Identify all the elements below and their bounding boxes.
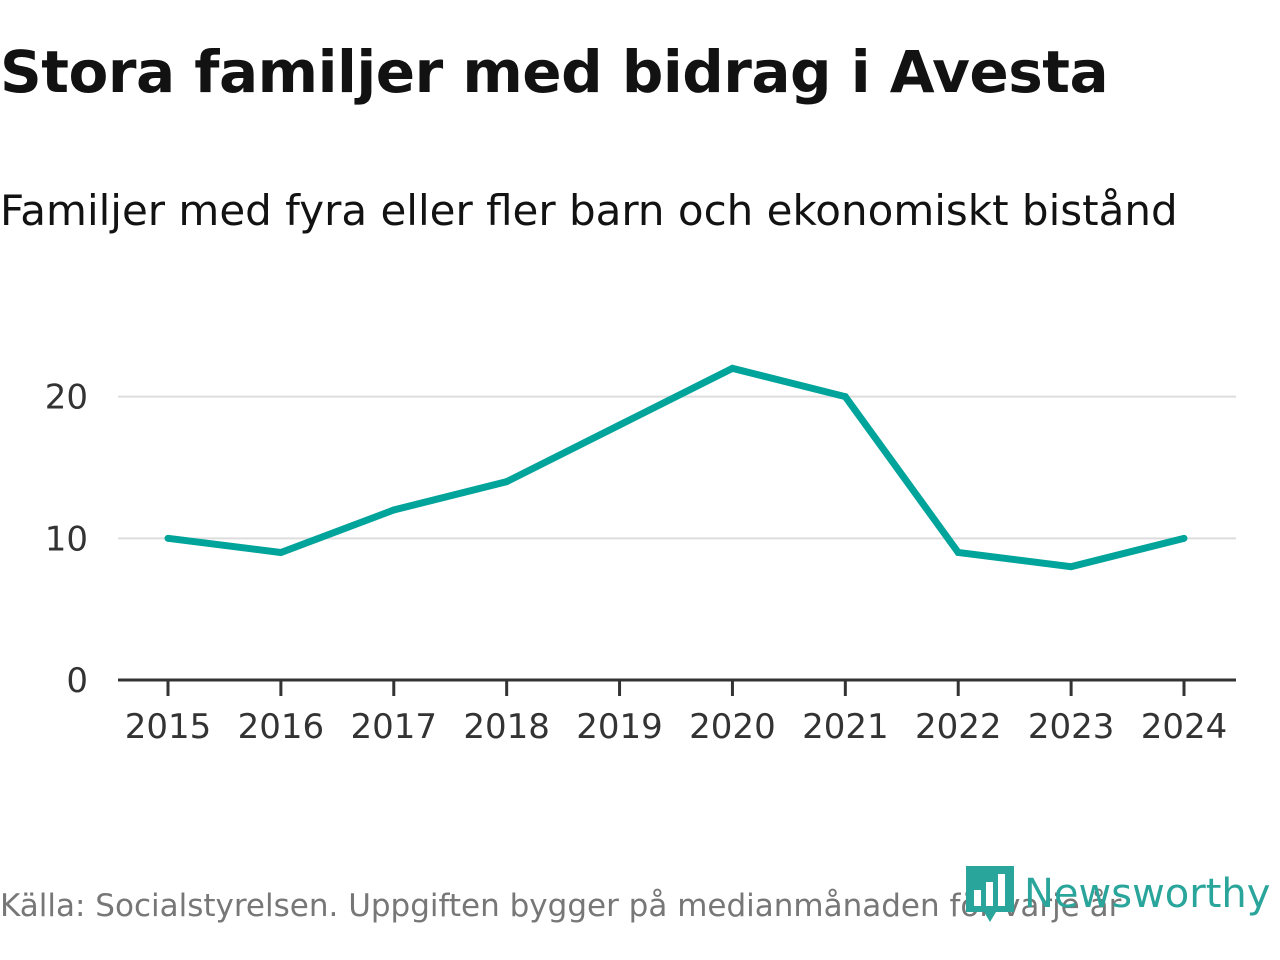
grid-lines bbox=[118, 395, 1236, 540]
data-point-2015 bbox=[164, 534, 172, 542]
data-point-2024 bbox=[1180, 534, 1188, 542]
newsworthy-logo-icon bbox=[966, 866, 1014, 922]
data-point-2022 bbox=[954, 549, 962, 556]
data-point-2018 bbox=[503, 478, 511, 486]
data-point-2020 bbox=[728, 364, 736, 372]
brand-logo: Newsworthy bbox=[964, 864, 1270, 924]
x-tick-label: 2019 bbox=[576, 707, 663, 747]
data-point-2023 bbox=[1067, 563, 1075, 571]
data-point-2021 bbox=[841, 393, 849, 401]
x-tick-label: 2021 bbox=[802, 707, 889, 747]
x-axis: 2015 2016 2017 2018 2019 2020 2021 2022 2023 2024 bbox=[118, 678, 1236, 747]
x-tick-label: 2015 bbox=[125, 707, 212, 747]
brand-name: Newsworthy bbox=[1024, 871, 1271, 917]
source-note: Källa: Socialstyrelsen. Uppgiften bygger… bbox=[0, 888, 1122, 924]
series-group bbox=[164, 364, 1188, 571]
data-point-2019 bbox=[616, 421, 624, 429]
x-tick-label: 2022 bbox=[915, 707, 1002, 747]
x-tick-label: 2020 bbox=[689, 707, 776, 747]
y-tick-label: 0 bbox=[66, 661, 88, 701]
x-tick-label: 2024 bbox=[1141, 707, 1228, 747]
x-tick-label: 2023 bbox=[1028, 707, 1115, 747]
data-point-2017 bbox=[390, 506, 398, 514]
y-tick-label: 20 bbox=[45, 378, 88, 418]
chart-title: Stora familjer med bidrag i Avesta bbox=[0, 38, 1109, 106]
chart-subtitle: Familjer med fyra eller fler barn och ek… bbox=[0, 186, 1178, 235]
data-point-2016 bbox=[277, 549, 285, 556]
y-tick-label: 10 bbox=[45, 519, 88, 559]
series-line-0 bbox=[167, 364, 1185, 571]
y-axis-ticks: 0 10 20 bbox=[45, 378, 88, 701]
x-tick-label: 2017 bbox=[351, 707, 438, 747]
x-tick-label: 2018 bbox=[463, 707, 550, 747]
x-tick-label: 2016 bbox=[238, 707, 325, 747]
